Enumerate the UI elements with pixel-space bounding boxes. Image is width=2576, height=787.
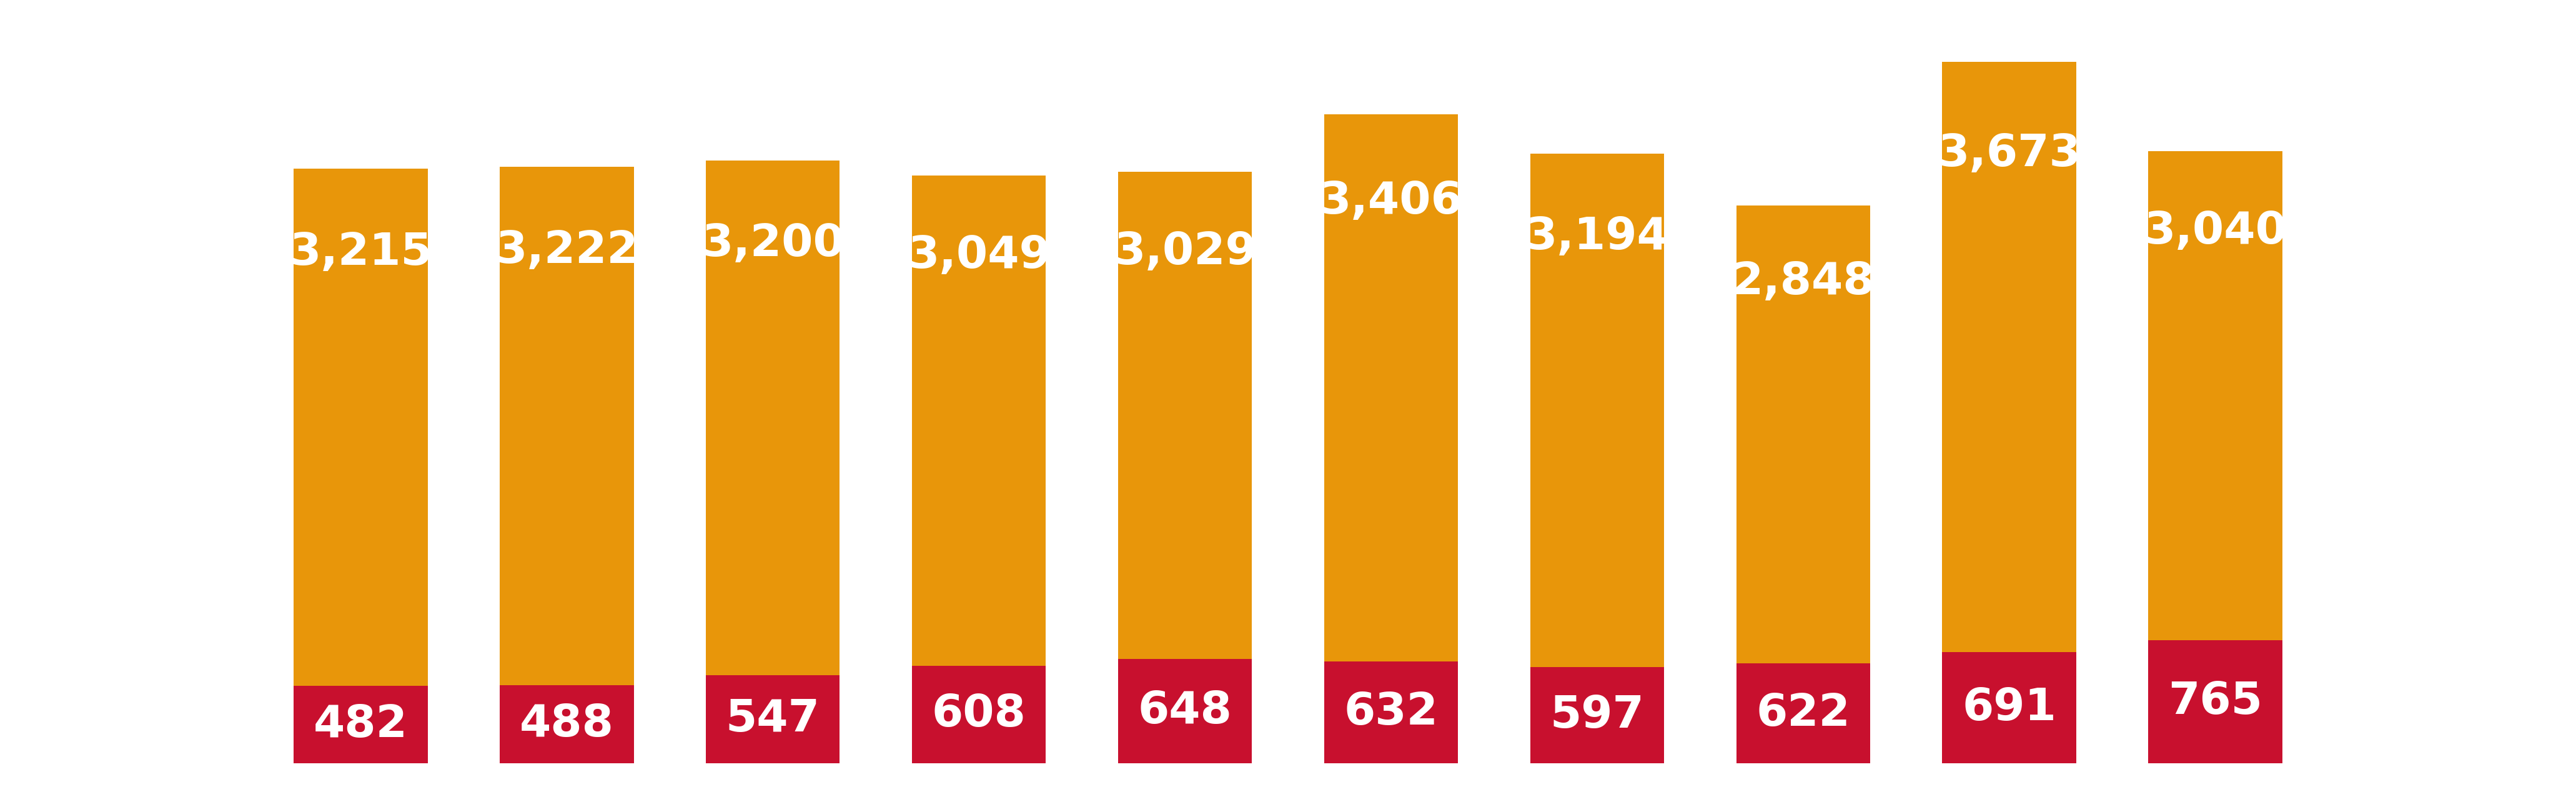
Bar (500, 685, 634, 763)
Text: 3,029: 3,029 (1113, 231, 1257, 274)
Bar (1324, 114, 1458, 662)
Bar (912, 666, 1046, 763)
Bar (1530, 153, 1664, 667)
Text: 3,049: 3,049 (907, 234, 1051, 277)
Bar (1324, 662, 1458, 763)
Bar (2148, 151, 2282, 641)
Text: 597: 597 (1551, 694, 1643, 737)
Bar (294, 686, 428, 763)
Text: 622: 622 (1757, 692, 1850, 735)
Text: 482: 482 (314, 703, 407, 746)
Text: 547: 547 (726, 698, 819, 741)
Text: 3,040: 3,040 (2143, 210, 2287, 253)
Bar (1530, 667, 1664, 763)
Bar (1736, 205, 1870, 663)
Bar (1942, 652, 2076, 763)
Text: 3,406: 3,406 (1319, 179, 1463, 223)
Text: 765: 765 (2169, 680, 2262, 723)
Text: 691: 691 (1963, 686, 2056, 730)
Bar (706, 161, 840, 675)
Text: 488: 488 (520, 703, 613, 746)
Text: 3,222: 3,222 (495, 229, 639, 272)
Bar (2148, 641, 2282, 763)
Text: 2,848: 2,848 (1731, 260, 1875, 304)
Bar (1118, 660, 1252, 763)
Text: 608: 608 (933, 693, 1025, 736)
Text: 3,673: 3,673 (1937, 132, 2081, 176)
Text: 3,215: 3,215 (289, 231, 433, 274)
Bar (1118, 172, 1252, 660)
Bar (912, 176, 1046, 666)
Bar (706, 675, 840, 763)
Bar (1942, 61, 2076, 652)
Bar (294, 169, 428, 686)
Text: 632: 632 (1345, 691, 1437, 734)
Bar (1736, 663, 1870, 763)
Text: 648: 648 (1139, 689, 1231, 733)
Text: 3,194: 3,194 (1525, 216, 1669, 258)
Bar (500, 167, 634, 685)
Text: 3,200: 3,200 (701, 223, 845, 266)
